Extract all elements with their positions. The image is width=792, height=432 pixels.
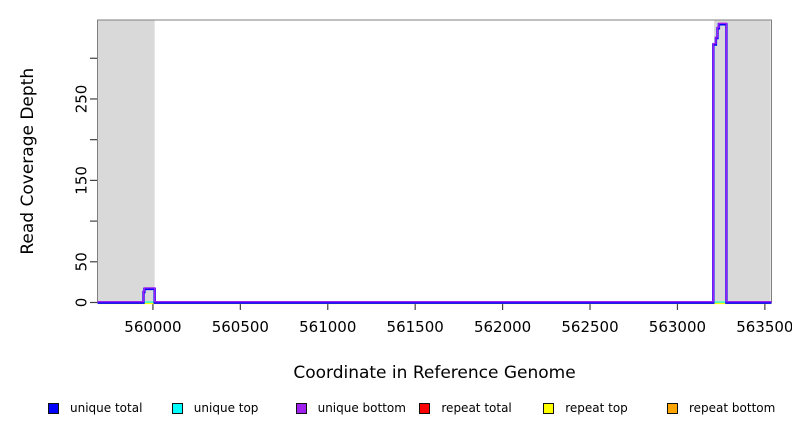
x-tick-label: 561000 bbox=[299, 318, 356, 336]
legend-label: unique total bbox=[70, 401, 143, 415]
legend-label: repeat top bbox=[565, 401, 628, 415]
x-tick-label: 563000 bbox=[649, 318, 706, 336]
series-unique-bottom bbox=[97, 22, 772, 303]
legend-item-repeat-bottom: repeat bottom bbox=[667, 398, 775, 418]
x-tick-label: 562500 bbox=[561, 318, 618, 336]
shaded-region bbox=[714, 20, 771, 303]
legend-item-unique-top: unique top bbox=[171, 398, 259, 418]
x-tick-label: 562000 bbox=[474, 318, 531, 336]
x-tick-label: 560500 bbox=[212, 318, 269, 336]
y-tick-label: 250 bbox=[73, 85, 91, 114]
x-axis-title: Coordinate in Reference Genome bbox=[293, 363, 575, 383]
x-tick-label: 561500 bbox=[387, 318, 444, 336]
legend-swatch bbox=[295, 402, 307, 414]
legend-label: repeat bottom bbox=[689, 401, 776, 415]
x-tick-label: 560000 bbox=[124, 318, 181, 336]
legend-item-unique-total: unique total bbox=[48, 398, 142, 418]
legend-label: unique top bbox=[193, 401, 259, 415]
legend-item-unique-bottom: unique bottom bbox=[295, 398, 406, 418]
legend-swatch bbox=[419, 402, 431, 414]
legend: unique total unique top unique bottom repea… bbox=[0, 398, 792, 420]
y-tick-label: 150 bbox=[73, 166, 91, 195]
y-tick-label: 50 bbox=[73, 252, 91, 271]
legend-item-repeat-total: repeat total bbox=[419, 398, 512, 418]
legend-label: unique bottom bbox=[317, 401, 406, 415]
plot-box bbox=[97, 19, 772, 303]
legend-label: repeat total bbox=[441, 401, 512, 415]
legend-item-repeat-top: repeat top bbox=[543, 398, 628, 418]
legend-swatch bbox=[543, 402, 555, 414]
legend-swatch bbox=[667, 402, 678, 414]
shaded-region bbox=[97, 20, 155, 303]
legend-swatch bbox=[171, 402, 183, 414]
series-unique-total bbox=[97, 23, 772, 304]
legend-swatch bbox=[48, 402, 59, 414]
x-tick-label: 563500 bbox=[736, 318, 792, 336]
y-axis-title: Read Coverage Depth bbox=[18, 68, 38, 255]
y-tick-label: 0 bbox=[73, 298, 91, 308]
